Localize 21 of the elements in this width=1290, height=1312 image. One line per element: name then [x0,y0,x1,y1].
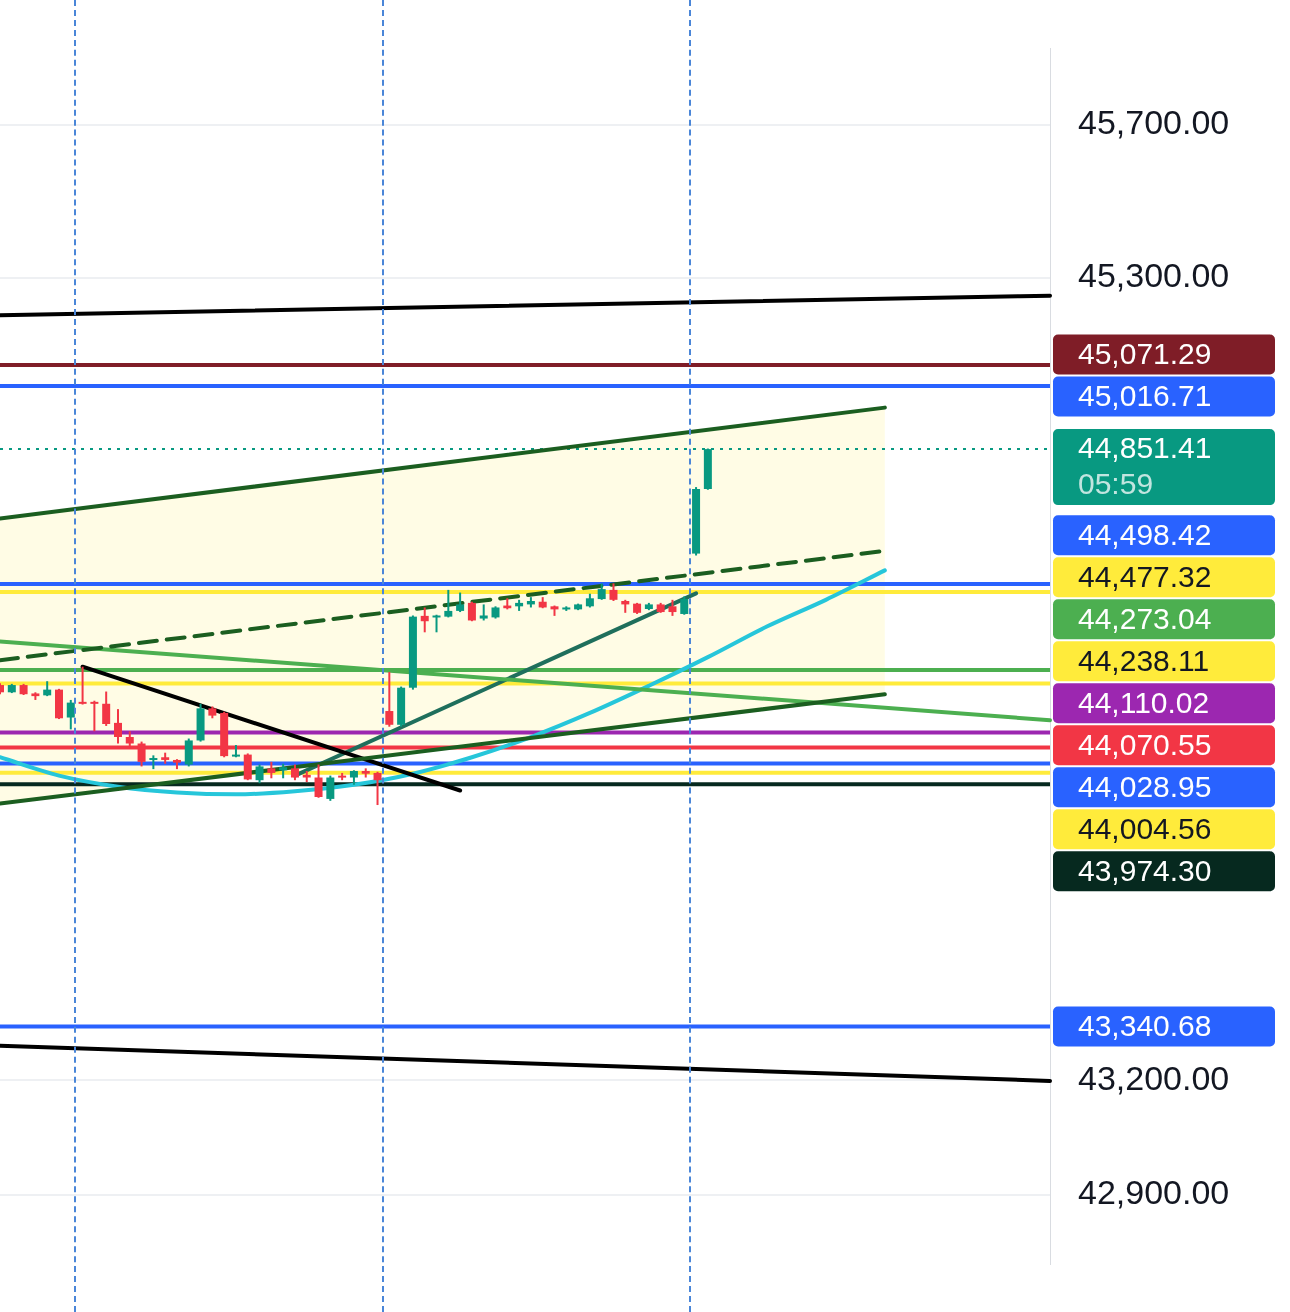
line-series [0,568,887,797]
ref-line-label: 44,498.42 [1078,517,1212,551]
ref-line-label: 44,004.56 [1078,811,1212,845]
ref-line-label: 45,071.29 [1078,336,1212,370]
text: 05:59 [1078,467,1154,501]
y-tick-label: 45,700.00 [1078,103,1230,142]
ref-line-label: 44,110.02 [1078,685,1210,719]
ref-line-label: 44,273.04 [1078,601,1212,635]
ref-line-label: 44,851.41 [1078,431,1212,465]
ref-line-label: 43,340.68 [1078,1008,1212,1042]
ref-line-label: 44,070.55 [1078,727,1212,761]
candlestick [90,700,99,732]
y-tick-label: 45,300.00 [1078,256,1230,295]
candlestick [78,666,87,705]
ref-line-label: 44,028.95 [1078,769,1212,803]
y-tick-label: 42,900.00 [1078,1173,1230,1212]
ref-line-label: 44,477.32 [1078,559,1212,593]
ref-line-label: 43,974.30 [1078,853,1212,887]
ref-line-label: 45,016.71 [1078,378,1212,412]
ref-line-label: 44,238.11 [1078,643,1210,677]
y-tick-label: 43,200.00 [1078,1058,1230,1097]
